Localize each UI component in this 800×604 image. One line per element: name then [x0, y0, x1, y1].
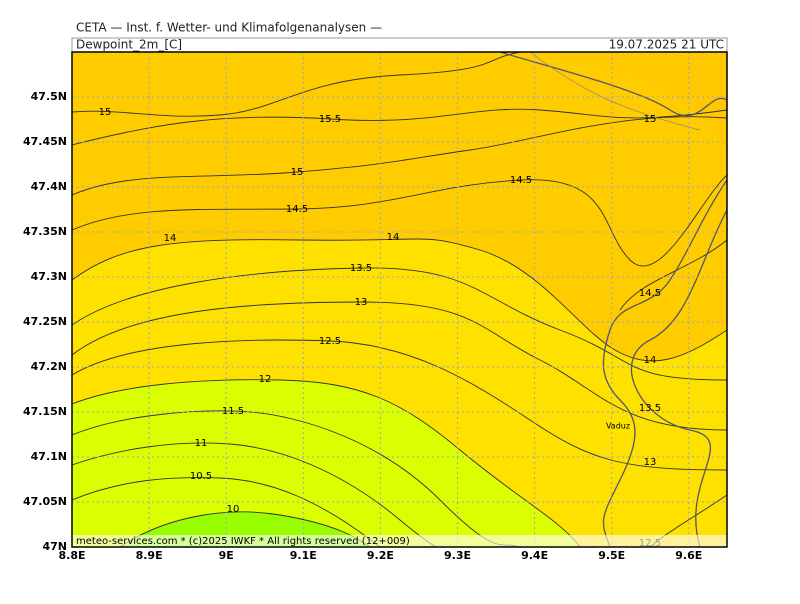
contour-label: 11 — [195, 438, 208, 449]
lon-label: 8.9E — [136, 549, 163, 562]
place-label: Vaduz — [606, 422, 630, 431]
lon-label: 9.2E — [367, 549, 394, 562]
lat-label: 47N — [42, 540, 67, 553]
contour-label: 15 — [291, 167, 304, 178]
contour-label: 14 — [387, 232, 400, 243]
valid-time: 19.07.2025 21 UTC — [609, 38, 724, 52]
field — [72, 379, 580, 547]
contour-label: 13.5 — [350, 263, 372, 274]
contour-label: 14 — [644, 355, 657, 366]
contours — [72, 52, 727, 547]
contour-label: 12.5 — [319, 336, 341, 347]
contour-label: 15.5 — [319, 114, 341, 125]
lat-label: 47.2N — [31, 360, 67, 373]
contour-label: 15 — [644, 114, 657, 125]
contour-label: 10 — [227, 504, 240, 515]
contour-label: 13.5 — [639, 403, 661, 414]
contour-label: 14.5 — [286, 204, 308, 215]
lat-label: 47.5N — [31, 90, 67, 103]
contour-label: 14 — [164, 233, 177, 244]
contour-label: 13 — [644, 457, 657, 468]
lon-label: 9E — [219, 549, 234, 562]
map: 15 15.5 15 15 14.5 14.5 14 14 13.5 13 14.5 12.5 14 12… — [71, 51, 728, 548]
footer: meteo-services.com * (c)2025 IWKF * All … — [76, 536, 410, 547]
contour-label: 14.5 — [639, 288, 661, 299]
lat-label: 47.1N — [31, 450, 67, 463]
contour-label: 15 — [99, 107, 112, 118]
lon-label: 8.8E — [58, 549, 85, 562]
contour-label: 10.5 — [190, 471, 212, 482]
lon-label: 9.4E — [521, 549, 548, 562]
contour-label: 13 — [355, 297, 368, 308]
grid — [72, 52, 727, 547]
lat-label: 47.15N — [23, 405, 67, 418]
lat-label: 47.25N — [23, 315, 67, 328]
footer-band — [72, 535, 727, 547]
lon-label: 9.6E — [675, 549, 702, 562]
contour-label: 11.5 — [222, 406, 244, 417]
field — [520, 52, 727, 150]
lon-label: 9.1E — [290, 549, 317, 562]
frame — [71, 51, 728, 548]
lat-label: 47.4N — [31, 180, 67, 193]
lat-label: 47.45N — [23, 135, 67, 148]
lon-label: 9.5E — [598, 549, 625, 562]
header-title: CETA — Inst. f. Wetter- und Klimafolgena… — [76, 21, 382, 35]
lat-label: 47.35N — [23, 225, 67, 238]
lat-label: 47.3N — [31, 270, 67, 283]
borders — [499, 52, 727, 547]
lon-label: 9.3E — [444, 549, 471, 562]
contour-label: 12 — [259, 374, 272, 385]
variable: Dewpoint_2m_[C] — [76, 38, 182, 52]
lat-label: 47.05N — [23, 495, 67, 508]
contour-label: 14.5 — [510, 175, 532, 186]
